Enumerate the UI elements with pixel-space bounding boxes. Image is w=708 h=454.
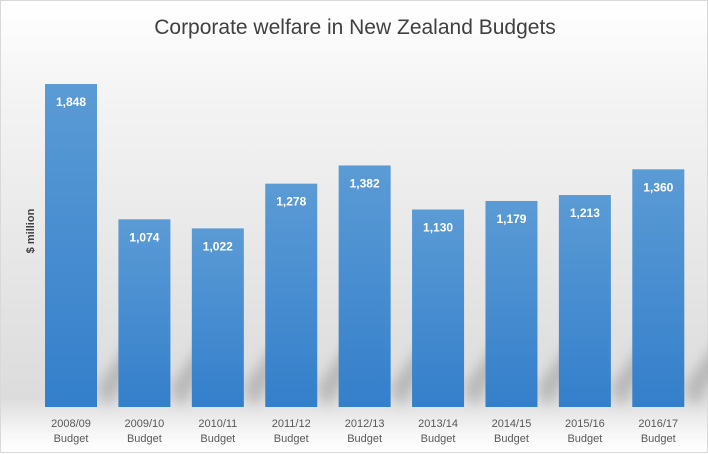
x-tick-label: Budget [347,433,382,445]
x-tick-label: Budget [567,433,602,445]
bar [45,84,98,407]
data-label: 1,022 [203,239,233,253]
data-label: 1,848 [56,95,86,109]
chart-title: Corporate welfare in New Zealand Budgets [154,16,556,39]
bar [558,195,611,407]
y-axis-label: $ million [25,208,37,253]
bar [632,169,685,407]
bar [118,219,171,407]
data-label: 1,360 [643,180,673,194]
data-label: 1,278 [276,195,306,209]
bars: 1,848 2008/09 Budget 1,074 2009/10 Budget 1,02… [45,84,685,445]
x-tick-label: 2009/10 [125,418,165,430]
x-tick-label: Budget [127,433,162,445]
bar [265,183,318,407]
x-tick-label: 2016/17 [638,418,678,430]
x-tick-label: Budget [54,433,89,445]
data-label: 1,074 [129,230,159,244]
x-tick-label: Budget [641,433,676,445]
x-tick-label: 2011/12 [272,418,311,430]
bar [485,200,538,407]
x-tick-label: 2014/15 [492,418,532,430]
bar [338,165,391,407]
x-tick-label: Budget [494,433,529,445]
data-label: 1,213 [570,206,600,220]
x-tick-label: Budget [200,433,235,445]
data-label: 1,382 [350,176,380,190]
x-tick-label: Budget [421,433,456,445]
bar-shadow [684,353,708,407]
x-tick-label: 2010/11 [198,418,237,430]
x-tick-label: 2013/14 [418,418,458,430]
x-tick-label: 2008/09 [51,418,91,430]
data-label: 1,179 [496,212,526,226]
data-label: 1,130 [423,221,453,235]
x-tick-label: 2012/13 [345,418,385,430]
x-tick-label: Budget [274,433,309,445]
bar-shadows [97,337,708,407]
bar [412,209,465,407]
x-tick-label: 2015/16 [565,418,605,430]
bar [191,228,244,407]
